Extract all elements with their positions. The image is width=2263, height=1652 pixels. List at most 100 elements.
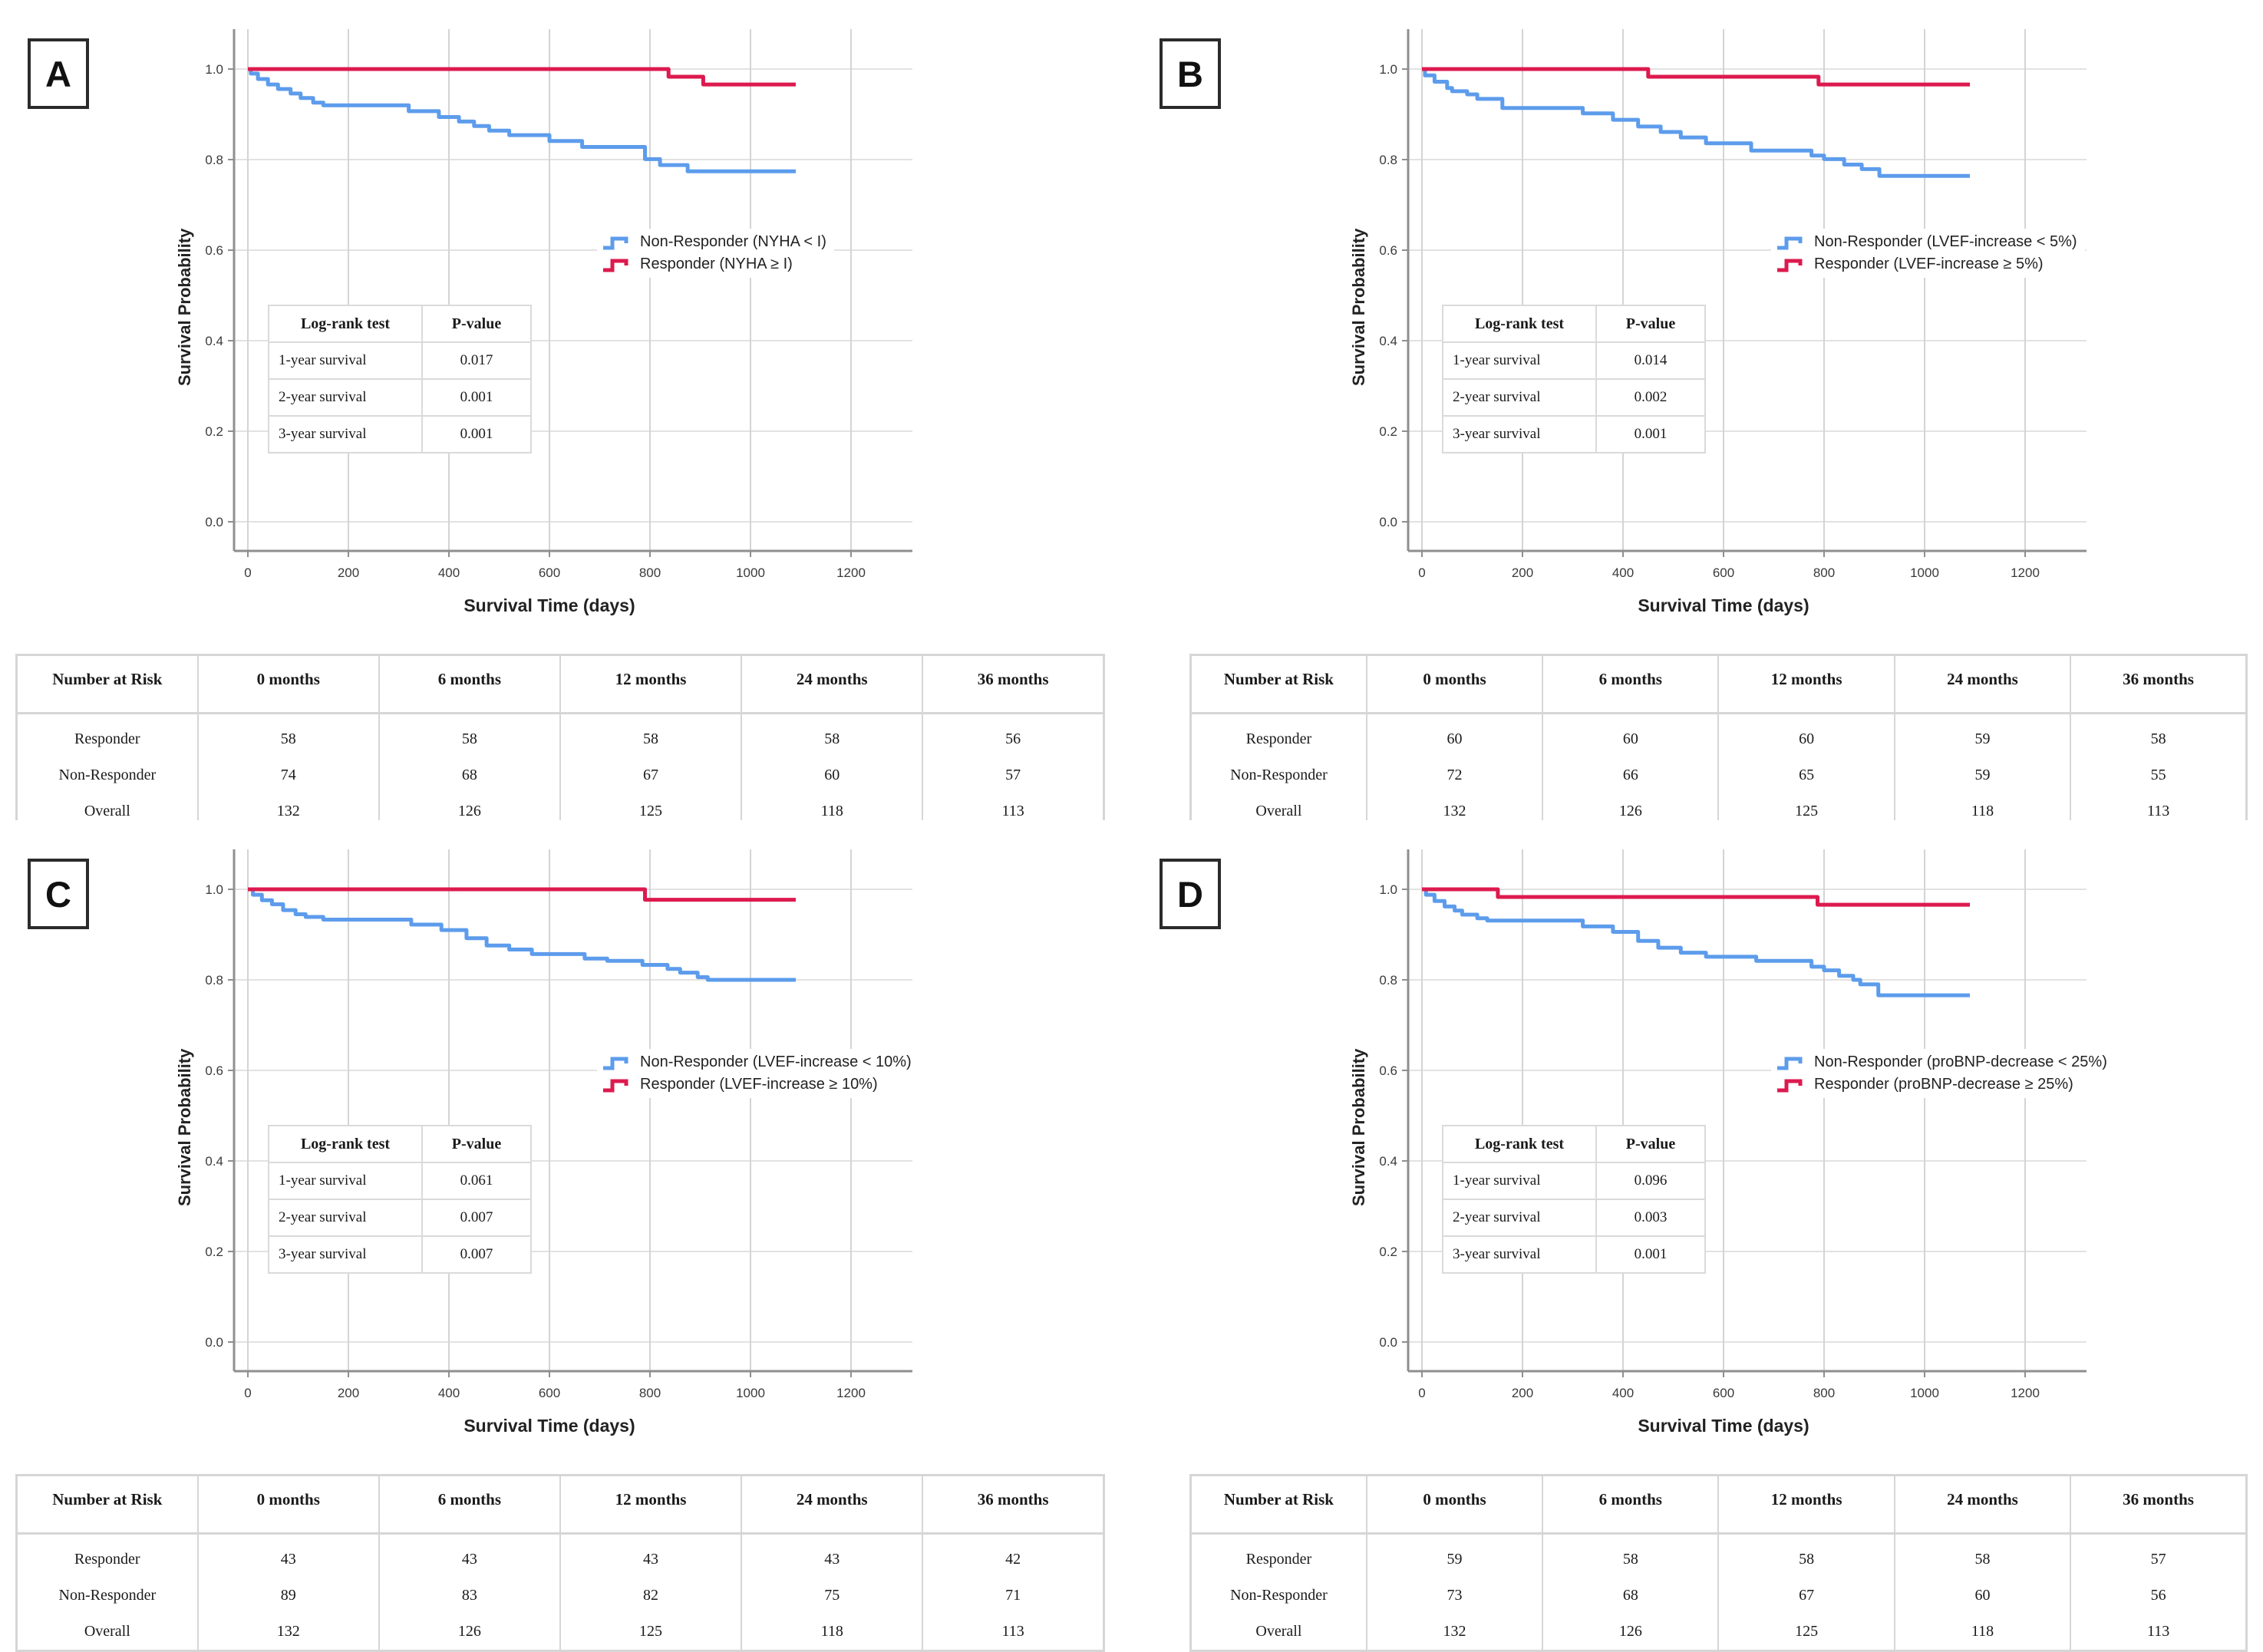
table-cell: 67 bbox=[559, 757, 743, 793]
table-row: 2-year survival 0.007 bbox=[268, 1199, 532, 1237]
table-cell: 0.001 bbox=[1595, 415, 1706, 453]
table-row: 1-year survival 0.014 bbox=[1442, 341, 1706, 380]
table-cell: 43 bbox=[378, 1533, 561, 1578]
table-row: 1-year survival 0.061 bbox=[268, 1162, 532, 1200]
table-cell: 58 bbox=[1542, 1533, 1720, 1578]
table-cell: 65 bbox=[1717, 757, 1895, 793]
legend-entry-responder: Responder (proBNP-decrease ≥ 25%) bbox=[1776, 1073, 2107, 1096]
table-header: Number at Risk bbox=[15, 1475, 199, 1535]
svg-text:1200: 1200 bbox=[836, 1386, 866, 1400]
legend: Non-Responder (LVEF-increase < 10%) Resp… bbox=[597, 1049, 919, 1098]
table-cell: 3-year survival bbox=[268, 415, 423, 453]
table-cell: 132 bbox=[196, 1614, 380, 1651]
table-cell: 126 bbox=[1542, 1614, 1720, 1651]
number-at-risk-table: Number at Risk 0 months 6 months 12 mont… bbox=[1189, 1474, 2248, 1652]
table-cell: 0.003 bbox=[1595, 1199, 1706, 1237]
table-cell: 3-year survival bbox=[1442, 1235, 1597, 1274]
svg-text:1200: 1200 bbox=[2011, 1386, 2040, 1400]
table-row: 2-year survival 0.002 bbox=[1442, 378, 1706, 417]
table-cell: Non-Responder bbox=[1189, 1578, 1367, 1614]
table-row: 2-year survival 0.001 bbox=[268, 378, 532, 417]
legend-label: Non-Responder (NYHA < I) bbox=[640, 233, 826, 250]
table-header: Log-rank test bbox=[1442, 1125, 1597, 1163]
table-header: 24 months bbox=[741, 1475, 924, 1535]
table-header: 6 months bbox=[1542, 655, 1720, 714]
svg-text:0.0: 0.0 bbox=[1379, 515, 1397, 529]
table-cell: 1-year survival bbox=[268, 1162, 423, 1200]
svg-text:200: 200 bbox=[1512, 1386, 1533, 1400]
table-cell: 59 bbox=[1893, 757, 2072, 793]
table-row: Overall 132 126 125 118 113 bbox=[15, 793, 1105, 831]
svg-text:1.0: 1.0 bbox=[205, 62, 223, 77]
y-axis-title: Survival Probability bbox=[1349, 228, 1368, 386]
table-cell: Responder bbox=[1189, 1533, 1367, 1578]
table-cell: 73 bbox=[1365, 1578, 1544, 1614]
table-cell: 58 bbox=[2070, 713, 2248, 757]
table-row: Non-Responder 73 68 67 60 56 bbox=[1189, 1578, 2248, 1614]
table-cell: Non-Responder bbox=[15, 757, 199, 793]
step-line-icon bbox=[603, 1057, 628, 1070]
table-row: Responder 58 58 58 58 56 bbox=[15, 713, 1105, 757]
table-cell: 58 bbox=[1717, 1533, 1895, 1578]
table-header: Number at Risk bbox=[1189, 1475, 1367, 1535]
legend-label: Non-Responder (LVEF-increase < 5%) bbox=[1814, 233, 2077, 250]
km-plot-a: 0.0 0.2 0.4 0.6 0.8 1.0 0 200 400 600 800 1000 1200 bbox=[205, 29, 912, 580]
table-row: Overall 132 126 125 118 113 bbox=[1189, 1614, 2248, 1651]
table-header: Log-rank test bbox=[268, 1125, 423, 1163]
svg-text:600: 600 bbox=[1713, 1386, 1734, 1400]
table-cell: Non-Responder bbox=[15, 1578, 199, 1614]
table-header: P-value bbox=[421, 305, 532, 343]
table-header: 0 months bbox=[1365, 1475, 1544, 1535]
svg-text:400: 400 bbox=[438, 566, 460, 580]
table-header: 24 months bbox=[1893, 1475, 2072, 1535]
svg-text:0.2: 0.2 bbox=[1379, 424, 1397, 439]
svg-text:0.2: 0.2 bbox=[205, 424, 223, 439]
step-line-icon bbox=[1777, 1057, 1803, 1070]
table-cell: 43 bbox=[741, 1533, 924, 1578]
table-cell: 89 bbox=[196, 1578, 380, 1614]
table-header: 12 months bbox=[559, 655, 743, 714]
table-cell: 1-year survival bbox=[268, 341, 423, 380]
table-cell: Overall bbox=[1189, 1614, 1367, 1651]
table-cell: 68 bbox=[1542, 1578, 1720, 1614]
figure-panel-a: 0.0 0.2 0.4 0.6 0.8 1.0 0 200 400 600 800 1000 1200 … bbox=[0, 0, 1131, 832]
table-row: Overall 132 126 125 118 113 bbox=[15, 1614, 1105, 1651]
x-axis-title: Survival Time (days) bbox=[1638, 1416, 1809, 1436]
svg-text:0.4: 0.4 bbox=[205, 1154, 223, 1169]
svg-text:1200: 1200 bbox=[836, 566, 866, 580]
legend-entry-nonresponder: Non-Responder (NYHA < I) bbox=[602, 231, 826, 253]
km-plot-b: 0.0 0.2 0.4 0.6 0.8 1.0 0 200 400 600 800 1000 1200 bbox=[1379, 29, 2087, 580]
svg-text:1000: 1000 bbox=[1910, 1386, 1939, 1400]
logrank-table: Log-rank test P-value 1-year survival 0.… bbox=[1442, 305, 1706, 453]
svg-text:800: 800 bbox=[1813, 1386, 1835, 1400]
step-line-icon bbox=[603, 1079, 628, 1092]
table-cell: Non-Responder bbox=[1189, 757, 1367, 793]
table-cell: 125 bbox=[1717, 1614, 1895, 1651]
table-row: Non-Responder 72 66 65 59 55 bbox=[1189, 757, 2248, 793]
svg-text:0: 0 bbox=[244, 1386, 251, 1400]
table-row: 1-year survival 0.096 bbox=[1442, 1162, 1706, 1200]
x-axis-title: Survival Time (days) bbox=[463, 595, 635, 615]
svg-text:0.6: 0.6 bbox=[1379, 243, 1397, 258]
table-header: P-value bbox=[421, 1125, 532, 1163]
logrank-table: Log-rank test P-value 1-year survival 0.… bbox=[268, 1125, 532, 1274]
table-header: 6 months bbox=[1542, 1475, 1720, 1535]
table-cell: 0.001 bbox=[421, 378, 532, 417]
table-row: Non-Responder 89 83 82 75 71 bbox=[15, 1578, 1105, 1614]
svg-text:0.8: 0.8 bbox=[205, 153, 223, 167]
table-row: Number at Risk 0 months 6 months 12 mont… bbox=[1189, 1475, 2248, 1535]
panel-label-d: D bbox=[1160, 859, 1221, 929]
svg-text:400: 400 bbox=[1612, 1386, 1634, 1400]
table-row: 2-year survival 0.003 bbox=[1442, 1199, 1706, 1237]
table-cell: 75 bbox=[741, 1578, 924, 1614]
table-cell: 0.001 bbox=[421, 415, 532, 453]
table-header: 12 months bbox=[559, 1475, 743, 1535]
table-row: Number at Risk 0 months 6 months 12 mont… bbox=[1189, 655, 2248, 714]
table-cell: 58 bbox=[1893, 1533, 2072, 1578]
legend-label: Responder (LVEF-increase ≥ 5%) bbox=[1814, 256, 2044, 272]
table-header: 0 months bbox=[196, 1475, 380, 1535]
number-at-risk-table: Number at Risk 0 months 6 months 12 mont… bbox=[15, 654, 1105, 832]
table-cell: 0.002 bbox=[1595, 378, 1706, 417]
svg-text:600: 600 bbox=[1713, 566, 1734, 580]
table-cell: 118 bbox=[741, 1614, 924, 1651]
